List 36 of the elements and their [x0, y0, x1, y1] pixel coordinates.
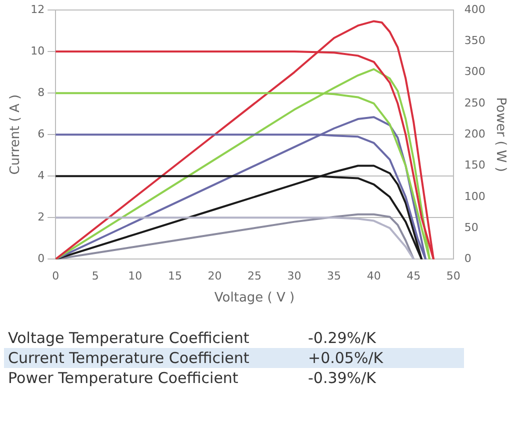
- text: Voltage Temperature Coefficient: [7, 328, 250, 348]
- y-tick-label: 6: [38, 127, 45, 140]
- text: -0.39%/K: [307, 368, 377, 388]
- y-tick-label: 8: [38, 86, 45, 99]
- x-tick-label: 30: [287, 270, 302, 283]
- y2-tick-label: 100: [464, 190, 486, 203]
- x-tick-label: 10: [128, 270, 142, 283]
- x-tick-label: 20: [208, 270, 222, 283]
- y2-tick-label: 150: [464, 158, 486, 172]
- x-tick-label: 0: [52, 270, 60, 283]
- y-tick-label: 0: [38, 252, 45, 266]
- y-tick-label: 4: [38, 168, 45, 182]
- x-tick-label: 50: [446, 270, 460, 283]
- y2-tick-label: 200: [464, 127, 486, 140]
- y2-axis-title: Power ( W ): [492, 97, 508, 172]
- y-tick-label: 10: [30, 44, 45, 58]
- x-tick-label: 15: [168, 270, 182, 283]
- y2-tick-label: 250: [464, 96, 486, 110]
- y2-tick-label: 0: [464, 252, 472, 266]
- text: Current Temperature Coefficient: [4, 348, 304, 368]
- x-tick-label: 45: [406, 270, 421, 283]
- x-tick-label: 40: [366, 270, 381, 283]
- text: Power Temperature Coefficient: [7, 368, 240, 388]
- y2-tick-label: 50: [464, 220, 478, 234]
- y2-tick-label: 400: [464, 2, 486, 16]
- y2-tick-label: 300: [464, 65, 486, 78]
- y2-tick-label: 350: [464, 34, 486, 48]
- y-tick-label: 12: [30, 2, 45, 16]
- x-tick-label: 35: [327, 270, 342, 283]
- text: -0.29%/K: [307, 328, 377, 348]
- x-tick-label: 5: [92, 270, 99, 283]
- y-axis-title: Current ( A ): [8, 94, 24, 175]
- y-tick-label: 2: [38, 210, 45, 224]
- x-tick-label: 25: [248, 270, 262, 283]
- x-axis-title: Voltage ( V ): [214, 290, 295, 306]
- text: +0.05%/K: [304, 348, 464, 368]
